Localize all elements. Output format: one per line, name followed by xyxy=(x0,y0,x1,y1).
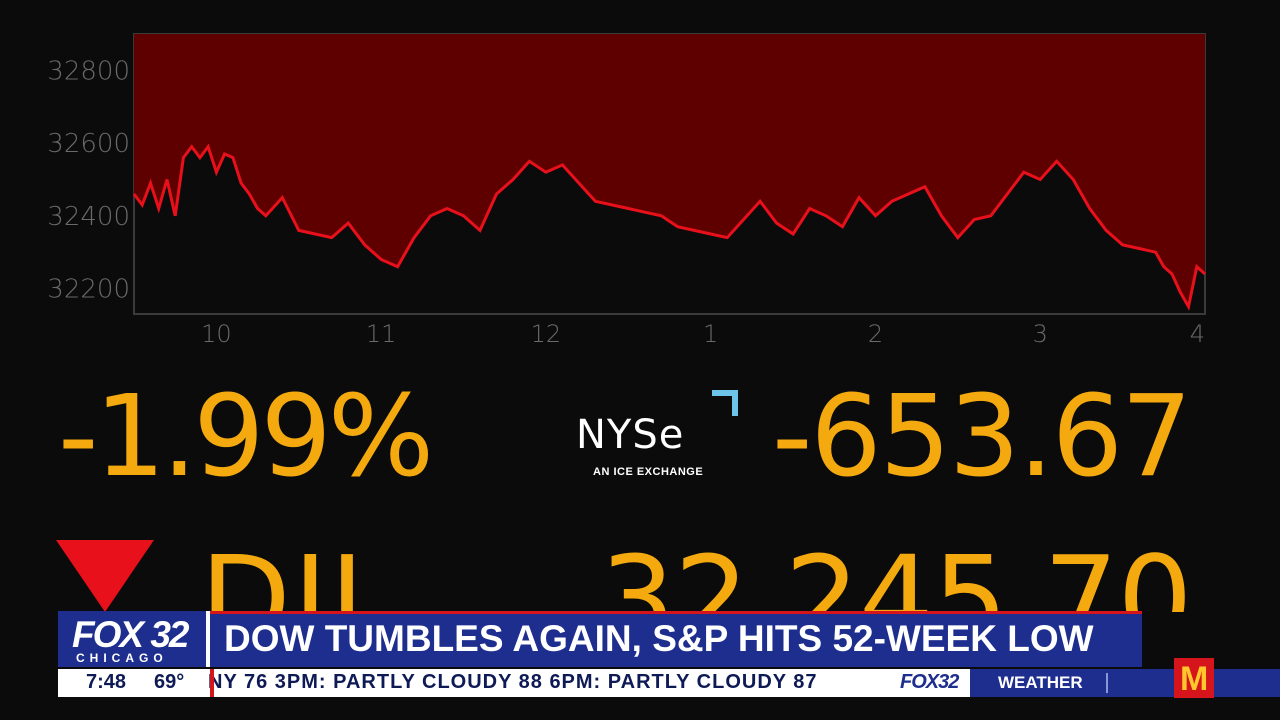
headline-bar: DOW TUMBLES AGAIN, S&P HITS 52-WEEK LOW xyxy=(210,611,1142,667)
nyse-logo: NYSe AN ICE EXCHANGE xyxy=(576,386,756,486)
x-tick-label: 4 xyxy=(1190,320,1205,348)
weather-crawl: NY 76 3PM: PARTLY CLOUDY 88 6PM: PARTLY … xyxy=(208,671,818,693)
headline: DOW TUMBLES AGAIN, S&P HITS 52-WEEK LOW xyxy=(224,618,1094,659)
station-logo: FOX 32 CHICAGO xyxy=(58,611,206,667)
ticker-bar: 7:48 69° NY 76 3PM: PARTLY CLOUDY 88 6PM… xyxy=(58,669,1280,697)
logo-divider xyxy=(206,611,210,667)
y-tick-label: 32400 xyxy=(47,202,130,232)
weather-label: WEATHER xyxy=(998,673,1083,692)
index-value: 32,245.70 xyxy=(600,530,1192,612)
point-change: -653.67 xyxy=(772,372,1192,502)
y-tick-label: 32200 xyxy=(47,275,130,305)
clock: 7:48 xyxy=(86,671,127,693)
weather-section: WEATHER xyxy=(970,669,1280,697)
x-tick-label: 11 xyxy=(366,320,397,348)
station-city: CHICAGO xyxy=(76,651,168,665)
x-tick-label: 12 xyxy=(531,320,562,348)
nyse-subtitle: AN ICE EXCHANGE xyxy=(593,466,704,478)
weather-divider xyxy=(1106,673,1108,693)
x-tick-label: 2 xyxy=(868,320,883,348)
corner-bracket-icon xyxy=(712,390,738,416)
x-tick-label: 3 xyxy=(1033,320,1048,348)
series-line xyxy=(132,143,1206,311)
index-symbol: DJI xyxy=(200,530,367,612)
down-arrow-icon xyxy=(56,540,154,612)
crawl-logo: FOX32 xyxy=(900,671,959,693)
sponsor-logo: M xyxy=(1174,658,1214,698)
nyse-wordmark: NYSe xyxy=(576,412,685,458)
y-tick-label: 32800 xyxy=(47,56,130,86)
sponsor-mark: M xyxy=(1180,660,1209,698)
x-tick-label: 10 xyxy=(201,320,232,348)
ticker-divider xyxy=(210,669,214,697)
y-tick-label: 32600 xyxy=(47,129,130,159)
station-name: FOX 32 xyxy=(72,614,189,655)
series-area xyxy=(134,34,1205,307)
temperature: 69° xyxy=(154,671,185,693)
x-tick-label: 1 xyxy=(703,320,718,348)
percent-change: -1.99% xyxy=(58,372,434,502)
